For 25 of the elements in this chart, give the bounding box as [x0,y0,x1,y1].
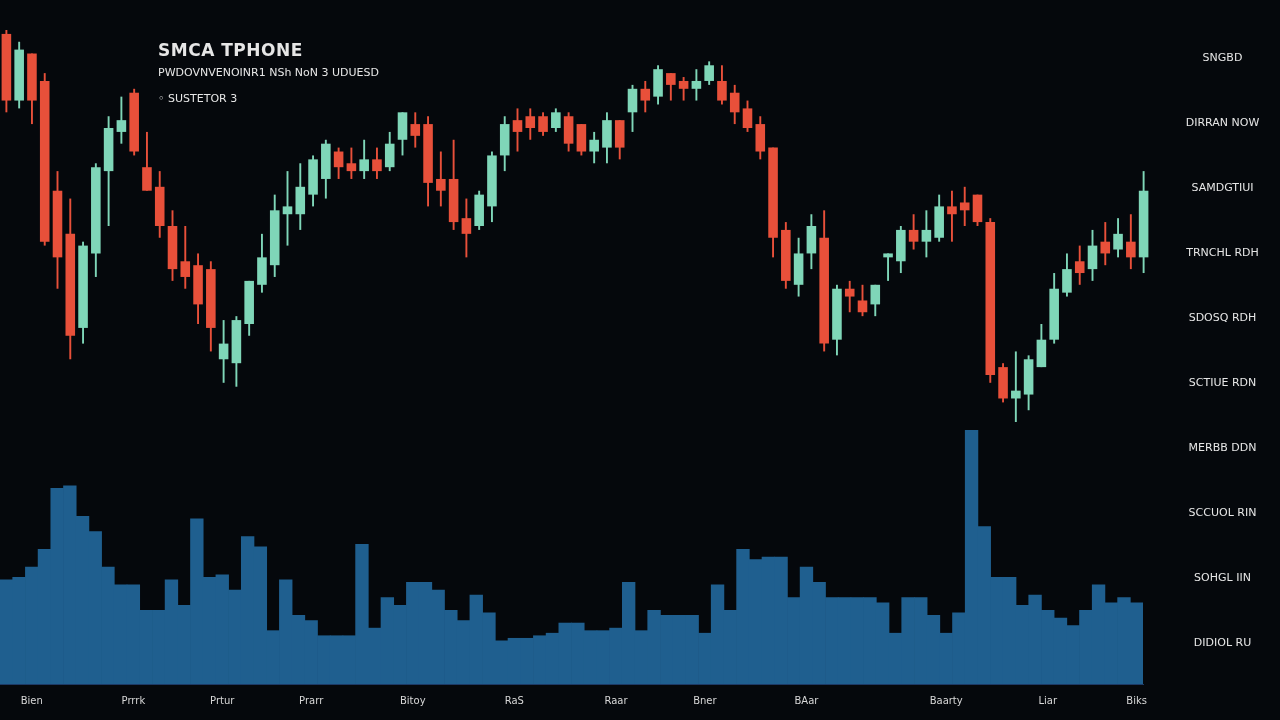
x-tick-label: Baarty [929,694,963,706]
text: TRNCHL RDH [1185,245,1260,260]
text: DIDIOL RU [1192,635,1253,650]
x-tick-label: Prrrk [121,694,146,706]
text: SCCUOL RIN [1187,505,1258,520]
x-tick-label: Liar [1038,694,1058,706]
text: MERBB DDN [1187,440,1258,455]
x-tick-label: Raar [604,694,629,706]
text: SAMDGTIUI [1190,180,1255,195]
x-tick-label: Bner [693,694,718,706]
x-tick-label: RaS [504,694,524,706]
x-tick-label: Bien [20,694,43,706]
annotation: ◦ SUSTETOR 3 [158,92,238,105]
text: SNGBD [1201,50,1244,65]
text: SDOSQ RDH [1187,310,1258,325]
text: DIRRAN NOW [1184,115,1261,130]
text: SOHGL IIN [1193,570,1252,585]
x-tick-label: Biks [1126,694,1147,706]
x-tick-label: BAar [794,694,820,706]
x-tick-label: Bitoy [399,694,426,706]
text: PWDOVNVENOINR1 NSh NoN 3 UDUESD [158,66,380,79]
text: SMCA TPHONE [158,40,304,60]
x-tick-label: Prarr [299,694,325,706]
x-tick-label: Prtur [210,694,236,706]
text: SCTIUE RDN [1187,375,1258,390]
